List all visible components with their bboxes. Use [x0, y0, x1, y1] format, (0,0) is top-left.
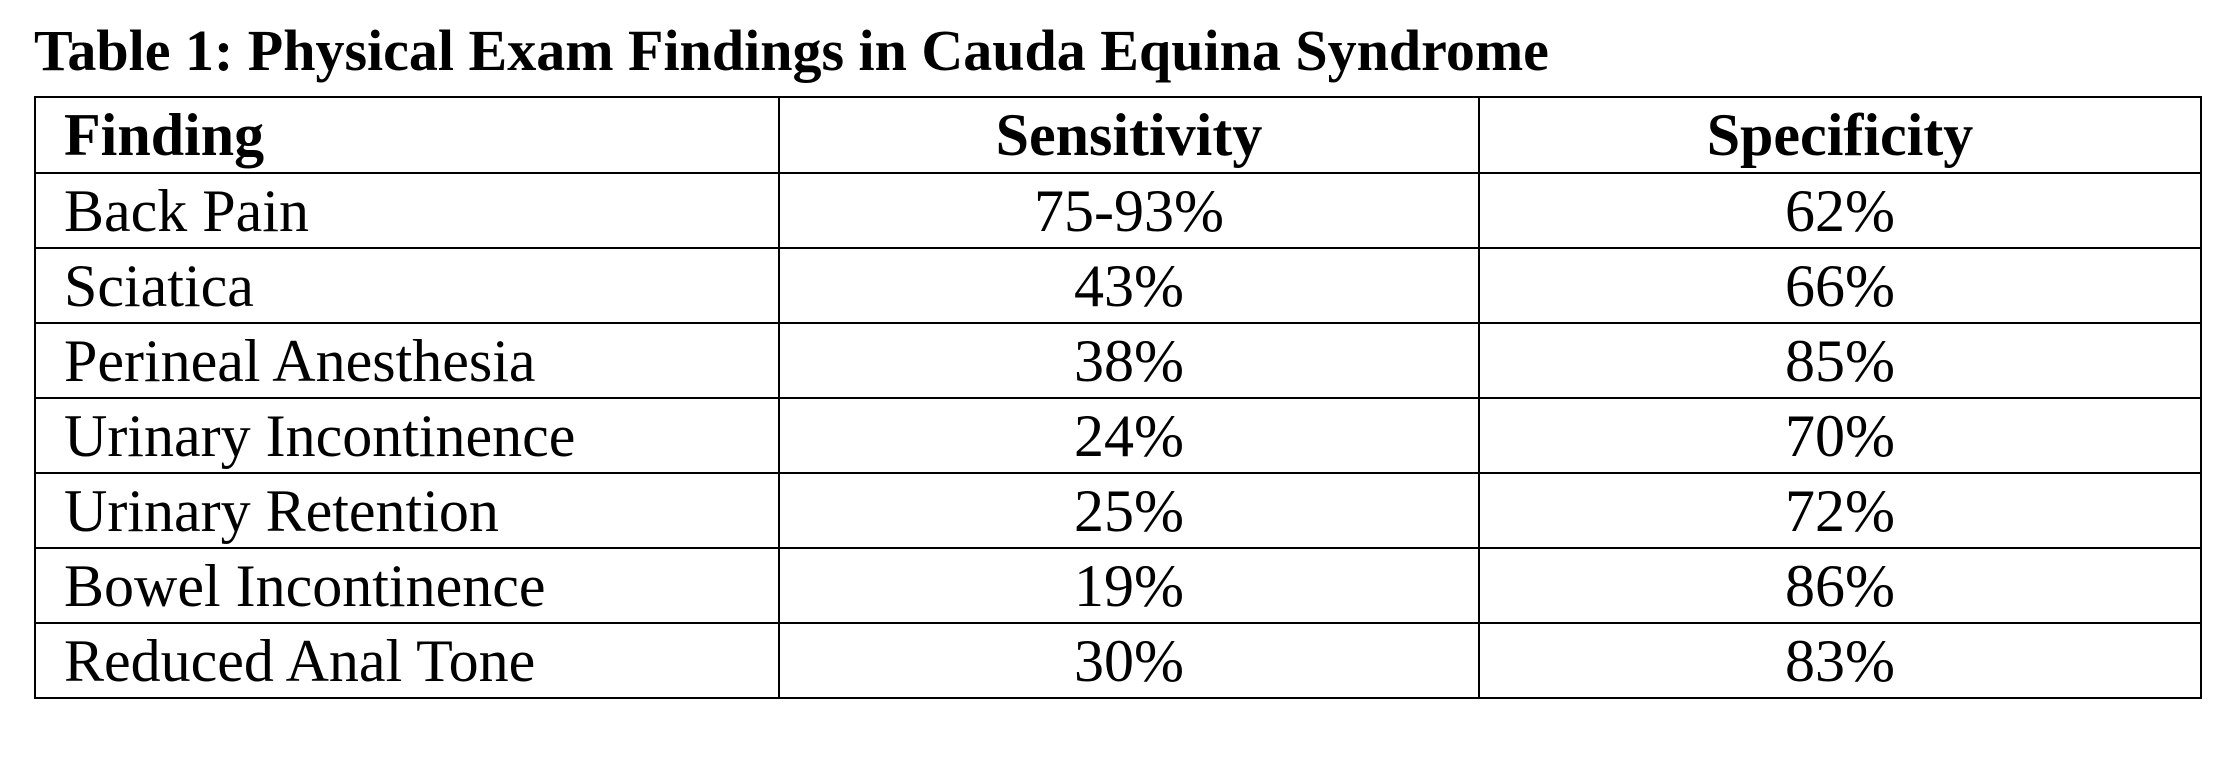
header-specificity: Specificity — [1478, 96, 2202, 174]
cell-specificity: 66% — [1478, 247, 2202, 324]
cell-specificity: 85% — [1478, 322, 2202, 399]
cell-sensitivity: 30% — [778, 622, 1480, 699]
cell-sensitivity: 43% — [778, 247, 1480, 324]
table-row: Urinary Retention 25% 72% — [34, 472, 2202, 549]
table-header-row: Finding Sensitivity Specificity — [34, 96, 2202, 174]
cell-sensitivity: 24% — [778, 397, 1480, 474]
cell-finding: Perineal Anesthesia — [34, 322, 780, 399]
cell-specificity: 86% — [1478, 547, 2202, 624]
table-row: Urinary Incontinence 24% 70% — [34, 397, 2202, 474]
cell-finding: Sciatica — [34, 247, 780, 324]
cell-finding: Reduced Anal Tone — [34, 622, 780, 699]
table-caption: Table 1: Physical Exam Findings in Cauda… — [34, 18, 1549, 83]
header-sensitivity: Sensitivity — [778, 96, 1480, 174]
cell-sensitivity: 19% — [778, 547, 1480, 624]
cell-finding: Bowel Incontinence — [34, 547, 780, 624]
cell-sensitivity: 38% — [778, 322, 1480, 399]
cell-finding: Urinary Retention — [34, 472, 780, 549]
cell-finding: Back Pain — [34, 172, 780, 249]
cell-sensitivity: 75-93% — [778, 172, 1480, 249]
header-finding: Finding — [34, 96, 780, 174]
table-row: Bowel Incontinence 19% 86% — [34, 547, 2202, 624]
cell-finding: Urinary Incontinence — [34, 397, 780, 474]
table-row: Reduced Anal Tone 30% 83% — [34, 622, 2202, 699]
cell-specificity: 70% — [1478, 397, 2202, 474]
table-row: Sciatica 43% 66% — [34, 247, 2202, 324]
cell-sensitivity: 25% — [778, 472, 1480, 549]
table-row: Perineal Anesthesia 38% 85% — [34, 322, 2202, 399]
cell-specificity: 62% — [1478, 172, 2202, 249]
table-row: Back Pain 75-93% 62% — [34, 172, 2202, 249]
cell-specificity: 83% — [1478, 622, 2202, 699]
cell-specificity: 72% — [1478, 472, 2202, 549]
findings-table: Finding Sensitivity Specificity Back Pai… — [34, 96, 2202, 699]
